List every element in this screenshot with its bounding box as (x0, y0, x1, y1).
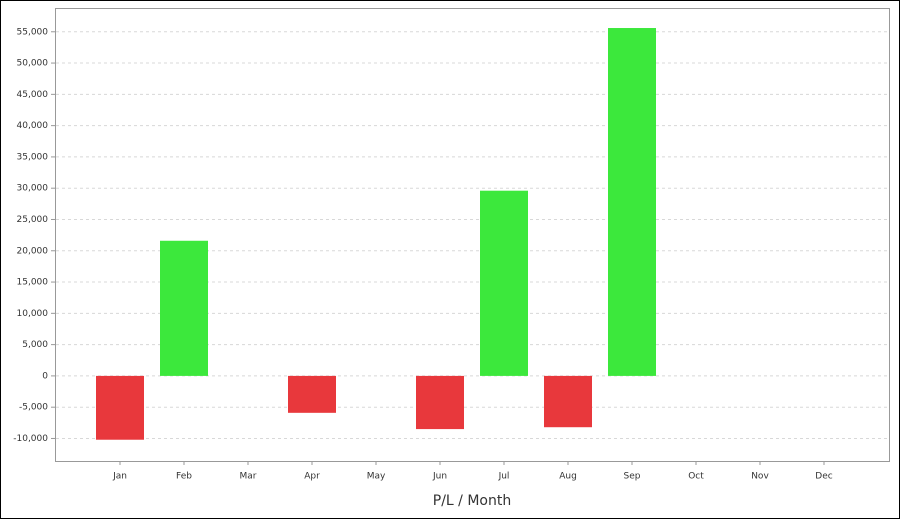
x-tick-label: Jul (498, 472, 510, 482)
y-tick-label: -5,000 (19, 403, 48, 413)
x-tick-label: May (367, 472, 386, 482)
x-tick-label: Mar (240, 472, 257, 482)
y-tick-label: -10,000 (13, 434, 48, 444)
x-tick-label: Jan (112, 472, 127, 482)
bar (544, 375, 592, 428)
x-tick-label: Dec (815, 472, 832, 482)
y-tick-label: 25,000 (17, 215, 49, 225)
y-tick-label: 50,000 (17, 59, 49, 69)
y-tick-label: 10,000 (17, 309, 49, 319)
plot-frame (55, 8, 890, 462)
bar (96, 375, 144, 440)
y-tick-label: 40,000 (17, 121, 49, 131)
y-tick-label: 5,000 (22, 340, 48, 350)
x-tick-label: Aug (559, 472, 577, 482)
x-tick-label: Sep (624, 472, 641, 482)
y-tick-label: 0 (42, 371, 48, 381)
x-tick-label: Nov (751, 472, 769, 482)
bar (480, 190, 528, 376)
y-tick-label: 20,000 (17, 246, 49, 256)
x-tick-label: Oct (688, 472, 704, 482)
bar (416, 375, 464, 430)
y-tick-label: 15,000 (17, 278, 49, 288)
y-tick-label: 45,000 (17, 90, 49, 100)
bar (288, 375, 336, 413)
x-tick-label: Apr (304, 472, 320, 482)
x-axis-title: P/L / Month (433, 493, 511, 509)
y-tick-label: 55,000 (17, 27, 49, 37)
x-tick-label: Jun (432, 472, 447, 482)
y-tick-label: 35,000 (17, 152, 49, 162)
bar (160, 240, 208, 376)
x-tick-label: Feb (176, 472, 192, 482)
bar (608, 28, 656, 376)
y-tick-label: 30,000 (17, 184, 49, 194)
